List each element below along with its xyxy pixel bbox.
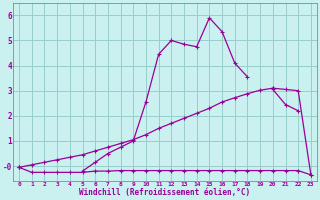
- X-axis label: Windchill (Refroidissement éolien,°C): Windchill (Refroidissement éolien,°C): [79, 188, 251, 197]
